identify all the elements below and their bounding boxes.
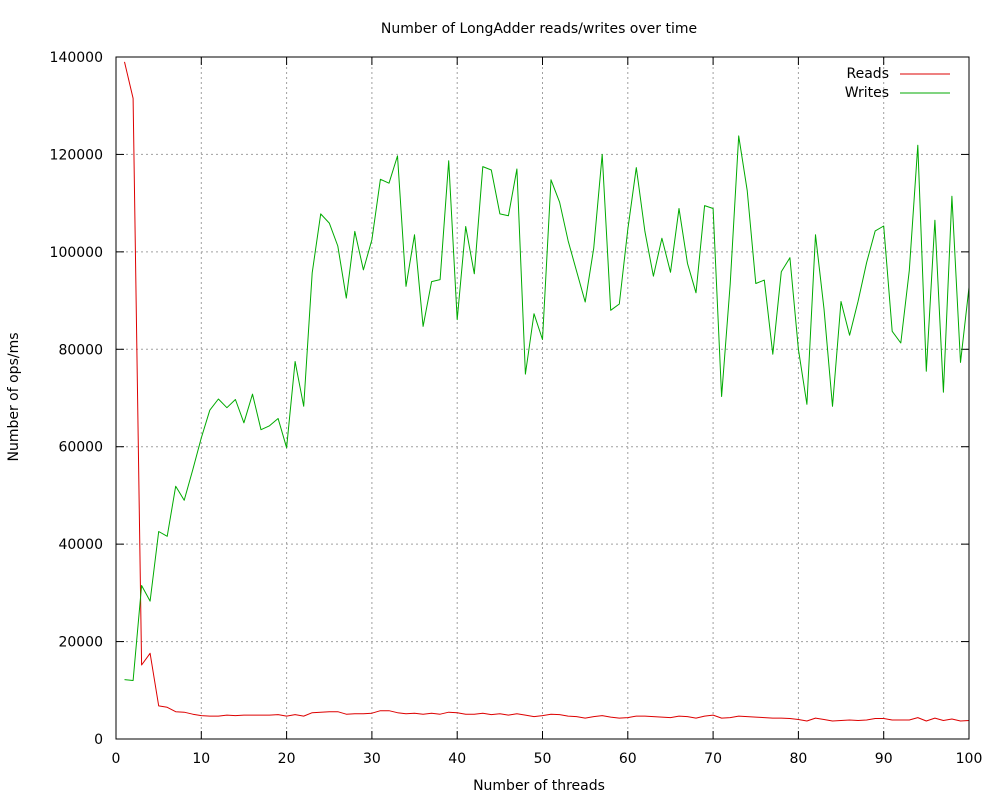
x-tick-label: 80 xyxy=(789,751,807,767)
x-tick-label: 30 xyxy=(363,751,381,767)
legend: Reads Writes xyxy=(845,66,950,101)
y-tick-label: 100000 xyxy=(50,245,103,261)
y-tick-label: 80000 xyxy=(58,342,103,358)
x-tick-label: 20 xyxy=(278,751,296,767)
y-tick-labels: 0 20000 40000 60000 80000 100000 120000 140000 xyxy=(50,50,103,748)
x-tick-label: 0 xyxy=(112,751,121,767)
series-lines xyxy=(124,61,970,722)
x-tick-labels: 0 10 20 30 40 50 60 70 80 90 100 xyxy=(112,751,983,767)
x-axis-label: Number of threads xyxy=(473,778,605,794)
grid xyxy=(116,57,969,739)
legend-label-reads: Reads xyxy=(847,66,889,82)
y-axis-label: Number of ops/ms xyxy=(6,332,22,461)
y-tick-label: 120000 xyxy=(50,147,103,163)
x-tick-label: 100 xyxy=(956,751,983,767)
y-tick-label: 140000 xyxy=(50,50,103,66)
x-tick-label: 70 xyxy=(704,751,722,767)
y-tick-label: 0 xyxy=(94,732,103,748)
x-tick-label: 90 xyxy=(875,751,893,767)
y-tick-label: 60000 xyxy=(58,440,103,456)
x-tick-label: 40 xyxy=(448,751,466,767)
x-tick-label: 60 xyxy=(619,751,637,767)
x-tick-label: 10 xyxy=(192,751,210,767)
series-line-writes xyxy=(124,135,970,681)
series-line-reads xyxy=(124,61,970,722)
chart-title: Number of LongAdder reads/writes over ti… xyxy=(381,21,697,37)
legend-label-writes: Writes xyxy=(845,85,889,101)
x-tick-label: 50 xyxy=(534,751,552,767)
y-tick-label: 40000 xyxy=(58,537,103,553)
y-tick-label: 20000 xyxy=(58,635,103,651)
plot-frame xyxy=(115,56,970,740)
